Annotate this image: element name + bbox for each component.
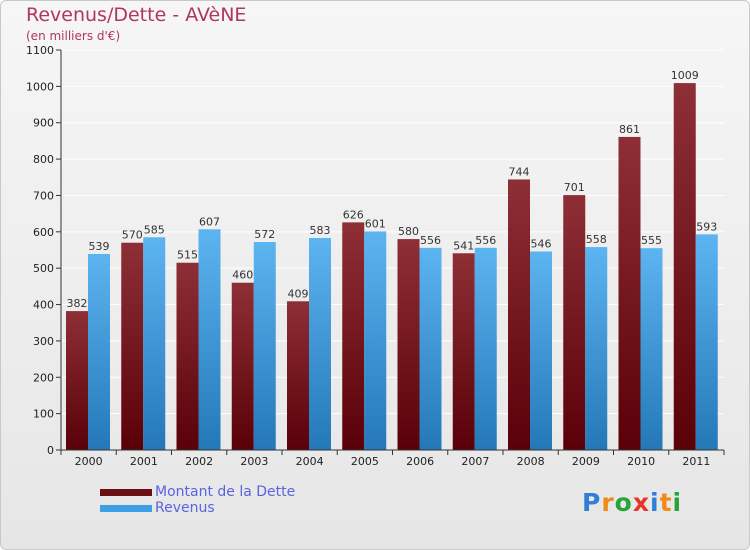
y-tick-label: 100 [33, 408, 54, 421]
data-label-revenus: 607 [199, 215, 220, 228]
data-label-debt: 626 [343, 208, 364, 221]
bar-debt-2005 [342, 222, 365, 450]
bar-debt-2003 [231, 282, 254, 450]
bar-debt-2011 [673, 83, 696, 450]
y-tick-label: 0 [47, 444, 54, 457]
data-label-revenus: 593 [696, 220, 717, 233]
bar-debt-2004 [287, 301, 309, 450]
logo-letter: P [582, 488, 602, 517]
logo-letter: i [672, 488, 683, 517]
data-label-debt: 382 [67, 297, 88, 310]
logo-letter: i [650, 488, 660, 517]
bar-debt-2001 [121, 242, 144, 450]
bar-revenus-2005 [364, 231, 387, 450]
data-label-revenus: 555 [641, 234, 662, 247]
data-label-debt: 541 [453, 239, 474, 252]
bar-revenus-2007 [474, 247, 497, 450]
data-label-debt: 701 [564, 181, 585, 194]
x-tick-label: 2008 [517, 455, 545, 468]
legend-swatch-debt [100, 489, 152, 496]
data-label-revenus: 556 [420, 234, 441, 247]
legend-label-debt: Montant de la Dette [155, 484, 296, 500]
y-tick-label: 1100 [26, 44, 54, 57]
y-tick-label: 600 [33, 226, 54, 239]
bar-debt-2006 [397, 239, 420, 450]
logo-letter: r [601, 488, 615, 517]
data-label-revenus: 558 [586, 233, 607, 246]
x-tick-label: 2010 [627, 455, 655, 468]
logo-letter: o [614, 488, 633, 517]
y-tick-label: 900 [33, 117, 54, 130]
proxiti-logo: Proxiti [582, 488, 682, 517]
x-tick-label: 2004 [296, 455, 324, 468]
y-tick-label: 200 [33, 371, 54, 384]
chart-subtitle: (en milliers d'€) [26, 29, 121, 43]
logo-letter: x [632, 488, 650, 517]
data-label-revenus: 556 [475, 234, 496, 247]
data-label-debt: 460 [232, 269, 253, 282]
x-tick-label: 2005 [351, 455, 379, 468]
bar-revenus-2006 [419, 247, 442, 450]
data-label-debt: 570 [122, 229, 143, 242]
x-tick-label: 2002 [185, 455, 213, 468]
x-tick-label: 2007 [461, 455, 489, 468]
x-tick-label: 2009 [572, 455, 600, 468]
y-tick-label: 300 [33, 335, 54, 348]
legend-swatch-revenus [100, 505, 152, 512]
bar-revenus-2011 [695, 234, 718, 450]
bar-debt-2007 [452, 253, 475, 450]
data-label-debt: 580 [398, 225, 419, 238]
bar-debt-2009 [563, 195, 586, 450]
data-label-revenus: 546 [531, 237, 552, 250]
bar-revenus-2001 [143, 237, 166, 450]
y-tick-label: 400 [33, 299, 54, 312]
y-tick-label: 700 [33, 189, 54, 202]
data-label-revenus: 583 [310, 224, 331, 237]
data-label-revenus: 601 [365, 217, 386, 230]
data-label-debt: 409 [288, 287, 309, 300]
x-tick-label: 2001 [130, 455, 158, 468]
y-tick-label: 800 [33, 153, 54, 166]
x-tick-label: 2003 [240, 455, 268, 468]
legend-label-revenus: Revenus [155, 500, 215, 516]
data-label-revenus: 572 [254, 228, 275, 241]
chart-title: Revenus/Dette - AVèNE [26, 4, 247, 26]
y-tick-label: 1000 [26, 80, 54, 93]
bar-revenus-2010 [640, 248, 663, 450]
x-tick-label: 2011 [682, 455, 710, 468]
bar-revenus-2002 [198, 229, 221, 450]
data-label-debt: 1009 [671, 69, 699, 82]
bar-revenus-2000 [88, 254, 110, 450]
x-tick-label: 2000 [75, 455, 103, 468]
y-tick-label: 500 [33, 262, 54, 275]
data-label-debt: 515 [177, 249, 198, 262]
bar-revenus-2009 [585, 247, 608, 450]
bar-revenus-2003 [253, 242, 276, 450]
logo-letter: t [659, 488, 673, 517]
bar-debt-2002 [176, 262, 199, 450]
bar-debt-2008 [508, 179, 530, 451]
x-tick-label: 2006 [406, 455, 434, 468]
bar-debt-2000 [66, 311, 88, 450]
bar-revenus-2004 [309, 238, 331, 450]
data-label-debt: 744 [509, 165, 530, 178]
bar-revenus-2008 [530, 251, 552, 450]
data-label-debt: 861 [619, 123, 640, 136]
data-label-revenus: 585 [144, 223, 165, 236]
data-label-revenus: 539 [89, 240, 110, 253]
bar-debt-2010 [618, 136, 641, 450]
